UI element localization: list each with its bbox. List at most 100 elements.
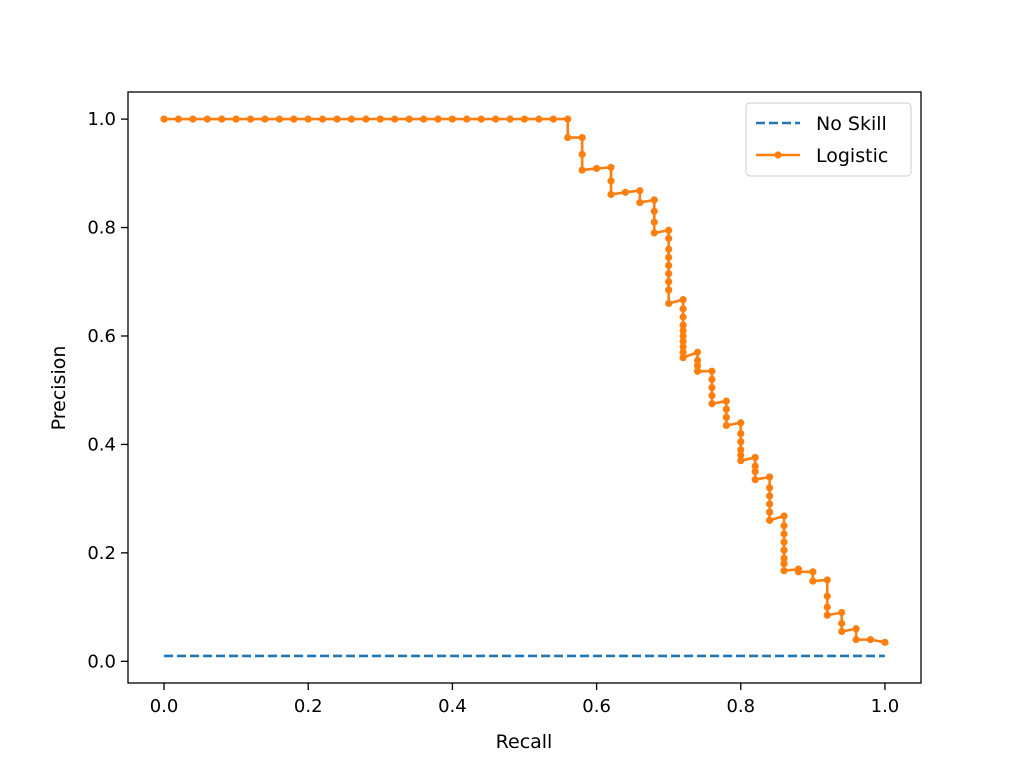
data-point-logistic: [780, 538, 788, 546]
data-point-logistic: [780, 522, 788, 530]
data-point-logistic: [564, 115, 572, 123]
data-point-logistic: [751, 467, 759, 476]
y-axis: 0.0 0.2 0.4 0.6 0.8 1.0: [87, 109, 128, 672]
data-point-logistic: [290, 115, 298, 123]
data-point-logistic: [665, 245, 673, 253]
y-tick-label: 1.0: [87, 109, 116, 130]
x-axis: 0.0 0.2 0.4 0.6 0.8 1.0: [150, 683, 899, 717]
data-point-logistic: [549, 115, 557, 123]
data-point-logistic: [246, 115, 255, 123]
y-tick-label: 0.0: [87, 651, 116, 672]
legend-box: [745, 102, 912, 177]
data-point-logistic: [693, 348, 702, 356]
legend-marker-logistic: [774, 151, 782, 159]
data-point-logistic: [592, 164, 601, 173]
data-point-logistic: [722, 413, 730, 421]
data-point-logistic: [564, 133, 572, 142]
data-point-logistic: [679, 337, 687, 346]
data-point-logistic: [665, 270, 673, 278]
data-point-logistic: [693, 362, 702, 370]
data-point-logistic: [780, 560, 788, 568]
y-tick-label: 0.2: [87, 543, 116, 564]
data-point-logistic: [304, 115, 312, 123]
data-point-logistic: [520, 115, 529, 123]
data-point-logistic: [463, 115, 471, 123]
plot-frame: [127, 91, 922, 684]
data-point-logistic: [809, 577, 817, 585]
data-point-logistic: [852, 636, 860, 644]
data-point-logistic: [838, 619, 846, 627]
data-point-logistic: [737, 419, 745, 427]
data-point-logistic: [607, 190, 615, 199]
data-point-logistic: [650, 229, 658, 237]
data-point-logistic: [708, 392, 716, 400]
y-tick-label: 0.4: [87, 434, 116, 455]
plot-area: [160, 115, 889, 658]
data-point-logistic: [722, 421, 730, 430]
data-point-logistic: [333, 115, 341, 123]
data-point-logistic: [347, 115, 356, 123]
data-point-logistic: [434, 115, 442, 123]
data-point-logistic: [189, 115, 197, 123]
data-point-logistic: [823, 592, 831, 600]
data-point-logistic: [665, 234, 673, 242]
data-point-logistic: [823, 611, 831, 619]
data-point-logistic: [722, 397, 730, 405]
y-tick-label: 0.8: [87, 218, 116, 239]
data-point-logistic: [665, 261, 673, 270]
data-point-logistic: [766, 516, 774, 524]
x-tick-label: 0.8: [726, 696, 755, 717]
data-point-logistic: [838, 627, 846, 636]
data-point-logistic: [665, 226, 673, 234]
data-point-logistic: [766, 492, 774, 500]
data-point-logistic: [751, 462, 759, 470]
data-point-logistic: [766, 473, 774, 481]
data-point-logistic: [794, 568, 803, 576]
data-point-logistic: [650, 196, 658, 204]
data-point-logistic: [218, 115, 226, 123]
data-point-logistic: [780, 567, 788, 575]
data-point-logistic: [852, 625, 860, 633]
data-point-logistic: [737, 438, 745, 446]
data-point-logistic: [751, 453, 759, 462]
data-point-logistic: [737, 451, 745, 459]
data-point-logistic: [823, 576, 831, 584]
data-point-logistic: [766, 484, 774, 492]
data-point-logistic: [448, 115, 457, 123]
data-point-logistic: [665, 253, 673, 261]
legend-label-logistic: Logistic: [816, 145, 888, 167]
data-point-logistic: [679, 326, 687, 335]
data-point-logistic: [232, 115, 240, 123]
data-point-logistic: [376, 115, 384, 123]
data-point-logistic: [751, 476, 759, 484]
data-point-logistic: [607, 163, 615, 171]
data-point-logistic: [203, 115, 211, 123]
data-point-logistic: [679, 305, 687, 313]
data-point-logistic: [607, 177, 615, 185]
x-tick-label: 0.2: [294, 696, 323, 717]
data-point-logistic: [535, 115, 543, 123]
data-point-logistic: [319, 115, 327, 123]
data-point-logistic: [174, 115, 183, 123]
data-point-logistic: [780, 546, 788, 554]
data-point-logistic: [160, 115, 168, 123]
data-point-logistic: [477, 115, 485, 123]
data-point-logistic: [419, 115, 428, 123]
data-point-logistic: [693, 367, 702, 375]
data-point-logistic: [693, 356, 702, 364]
data-point-logistic: [578, 166, 586, 174]
data-point-logistic: [578, 150, 586, 158]
data-point-logistic: [708, 367, 716, 375]
data-point-logistic: [881, 638, 889, 646]
data-point-logistic: [492, 115, 500, 123]
data-point-logistic: [650, 218, 658, 226]
data-point-logistic: [261, 115, 269, 123]
data-point-logistic: [766, 508, 774, 516]
data-point-logistic: [708, 400, 716, 408]
data-point-logistic: [665, 299, 673, 308]
x-axis-label: Recall: [496, 731, 553, 753]
data-point-logistic: [621, 188, 630, 196]
y-tick-label: 0.6: [87, 326, 116, 347]
data-point-logistic: [737, 446, 745, 454]
